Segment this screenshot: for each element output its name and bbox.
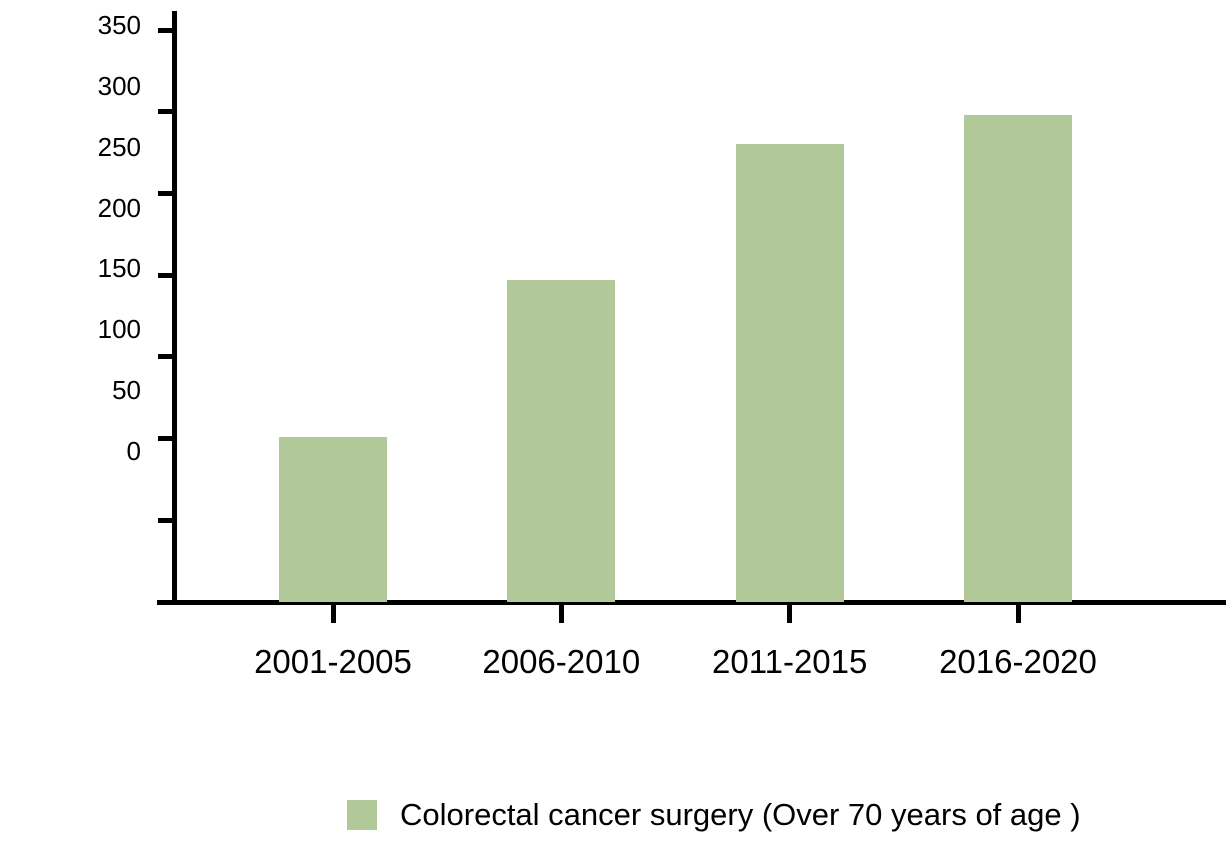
y-tick-label: 350 — [97, 10, 141, 40]
y-tick-label: 250 — [97, 131, 141, 162]
y-tick-label: 0 — [126, 436, 141, 466]
y-tick — [158, 109, 174, 115]
y-tick — [158, 517, 174, 523]
x-tick-label: 2006-2010 — [482, 643, 641, 680]
y-tick-label: 150 — [97, 253, 141, 284]
bar-2011-2015 — [735, 144, 844, 602]
legend-color-swatch-icon — [347, 800, 377, 830]
x-tick-label: 2001-2005 — [254, 643, 412, 680]
y-tick — [158, 272, 174, 278]
y-tick — [158, 190, 174, 196]
y-tick-label: 100 — [97, 314, 141, 345]
legend-label: Colorectal cancer surgery (Over 70 years… — [400, 797, 1081, 832]
bar-2006-2010 — [507, 280, 616, 602]
bar-2001-2005 — [279, 436, 387, 602]
y-tick — [158, 436, 174, 442]
x-tick-label: 2016-2020 — [939, 643, 1097, 680]
y-tick-label: 50 — [112, 375, 141, 406]
x-tick — [1015, 605, 1021, 623]
x-tick-label: 2011-2015 — [712, 643, 868, 680]
x-axis-line — [157, 600, 1226, 605]
y-tick-label: 200 — [97, 192, 141, 223]
x-tick — [330, 605, 336, 623]
y-tick-label: 300 — [97, 70, 141, 101]
x-tick — [558, 605, 564, 623]
bar-2016-2020 — [964, 115, 1072, 602]
y-tick — [158, 354, 174, 360]
y-tick — [158, 27, 174, 33]
legend: Colorectal cancer surgery (Over 70 years… — [347, 799, 1081, 831]
y-axis-line — [172, 11, 177, 605]
x-tick — [787, 605, 793, 623]
